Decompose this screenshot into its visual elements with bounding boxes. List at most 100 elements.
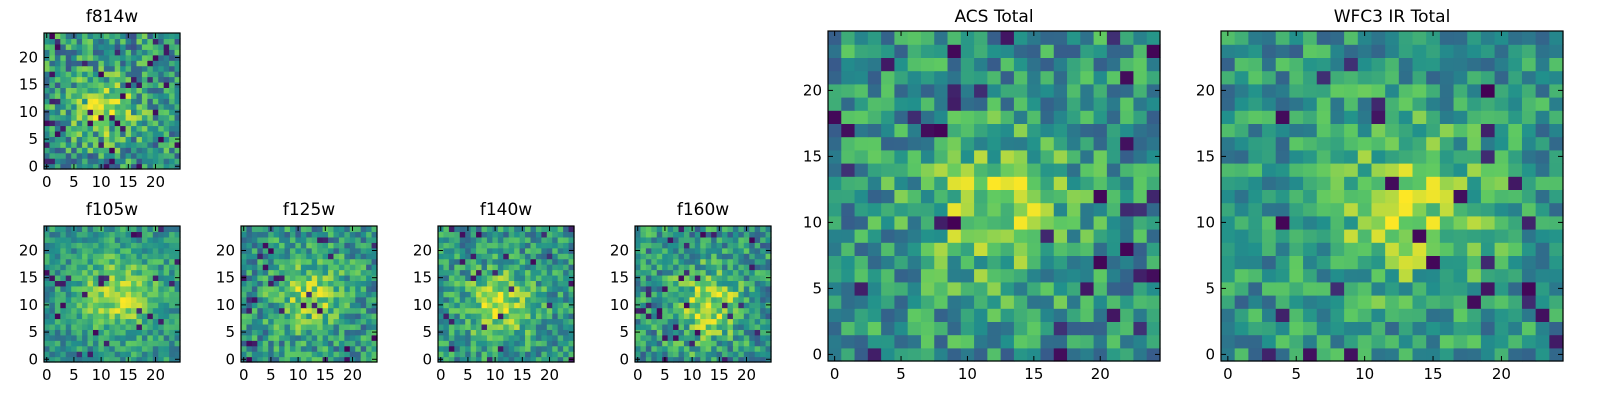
heatmap-cell: [103, 98, 110, 105]
heatmap-cell: [1303, 347, 1318, 362]
heatmap-cell: [174, 351, 181, 358]
heatmap-cell: [743, 242, 750, 249]
heatmap-cell: [311, 313, 318, 320]
heatmap-cell: [727, 253, 734, 260]
heatmap-cell: [1080, 83, 1095, 98]
heatmap-cell: [497, 318, 504, 325]
x-tick-label: 0: [239, 366, 249, 384]
heatmap-cell: [722, 285, 729, 292]
heatmap-cell: [163, 120, 170, 127]
heatmap-cell: [1439, 57, 1455, 72]
x-tick-label: 10: [1355, 365, 1374, 383]
heatmap-cell: [732, 236, 739, 243]
heatmap-cell: [749, 356, 756, 363]
heatmap-cell: [1480, 281, 1496, 296]
heatmap-cell: [44, 334, 51, 341]
heatmap-cell: [136, 274, 143, 281]
heatmap-cell: [700, 258, 707, 265]
heatmap-cell: [147, 340, 154, 347]
heatmap-cell: [355, 264, 362, 271]
heatmap-cell: [328, 318, 335, 325]
heatmap-cell: [98, 236, 105, 243]
heatmap-cell: [1521, 70, 1537, 85]
heatmap-cell: [136, 318, 143, 325]
heatmap-cell: [867, 136, 882, 151]
heatmap-cell: [371, 323, 378, 330]
heatmap-cell: [289, 247, 296, 254]
heatmap-cell: [514, 280, 521, 287]
heatmap-cell: [1453, 189, 1468, 204]
heatmap-cell: [163, 130, 170, 137]
heatmap-cell: [1027, 83, 1042, 98]
heatmap-cell: [443, 247, 450, 254]
heatmap-cell: [1040, 281, 1055, 296]
heatmap-cell: [1426, 110, 1441, 124]
heatmap-cell: [120, 264, 127, 271]
heatmap-cell: [284, 323, 291, 330]
heatmap-cell: [727, 329, 734, 336]
heatmap-cell: [854, 215, 869, 230]
heatmap-cell: [443, 318, 450, 325]
heatmap-cell: [907, 202, 922, 217]
heatmap-cell: [295, 318, 302, 325]
heatmap-cell: [492, 334, 499, 341]
heatmap-cell: [120, 87, 127, 94]
heatmap-cell: [257, 296, 264, 303]
heatmap-cell: [82, 158, 89, 165]
heatmap-cell: [311, 318, 318, 325]
heatmap-cell: [828, 149, 842, 164]
heatmap-cell: [519, 291, 526, 298]
heatmap-cell: [92, 226, 99, 233]
heatmap-cell: [152, 307, 159, 314]
heatmap-cell: [1040, 268, 1055, 283]
heatmap-cell: [268, 296, 275, 303]
heatmap-cell: [754, 356, 761, 363]
heatmap-cell: [65, 43, 72, 50]
heatmap-cell: [476, 307, 483, 314]
heatmap-cell: [98, 334, 105, 341]
heatmap-cell: [476, 334, 483, 341]
heatmap-cell: [552, 264, 559, 271]
heatmap-cell: [920, 229, 935, 243]
heatmap-cell: [557, 313, 564, 320]
heatmap-cell: [49, 351, 56, 358]
heatmap-cell: [1480, 347, 1496, 362]
heatmap-cell: [279, 345, 286, 352]
heatmap-cell: [1398, 295, 1414, 309]
heatmap-cell: [141, 291, 148, 298]
heatmap-cell: [92, 71, 99, 78]
heatmap-cell: [519, 269, 526, 276]
heatmap-cell: [98, 109, 105, 116]
heatmap-cell: [1453, 334, 1468, 349]
heatmap-cell: [54, 163, 61, 170]
heatmap-cell: [700, 269, 707, 276]
heatmap-cell: [44, 71, 51, 78]
heatmap-cell: [765, 340, 772, 347]
heatmap-cell: [158, 120, 165, 127]
heatmap-cell: [152, 274, 159, 281]
heatmap-cell: [1262, 57, 1277, 72]
heatmap-cell: [732, 274, 739, 281]
heatmap-cell: [749, 340, 756, 347]
heatmap-cell: [1385, 83, 1400, 98]
heatmap-cell: [355, 285, 362, 292]
heatmap-cell: [508, 231, 515, 238]
heatmap-cell: [683, 242, 690, 249]
heatmap-cell: [131, 65, 138, 72]
heatmap-cell: [87, 253, 94, 260]
heatmap-cell: [1439, 163, 1455, 177]
heatmap-cell: [1535, 334, 1550, 349]
heatmap-cell: [152, 258, 159, 265]
heatmap-cell: [492, 247, 499, 254]
heatmap-cell: [947, 189, 962, 204]
heatmap-cell: [317, 291, 324, 298]
heatmap-cell: [667, 226, 674, 233]
heatmap-cell: [295, 351, 302, 358]
heatmap-cell: [120, 226, 127, 233]
y-tick-label: 5: [1205, 279, 1215, 297]
heatmap-cell: [87, 136, 94, 143]
heatmap-cell: [163, 269, 170, 276]
heatmap-cell: [563, 247, 570, 254]
heatmap-cell: [667, 356, 674, 363]
